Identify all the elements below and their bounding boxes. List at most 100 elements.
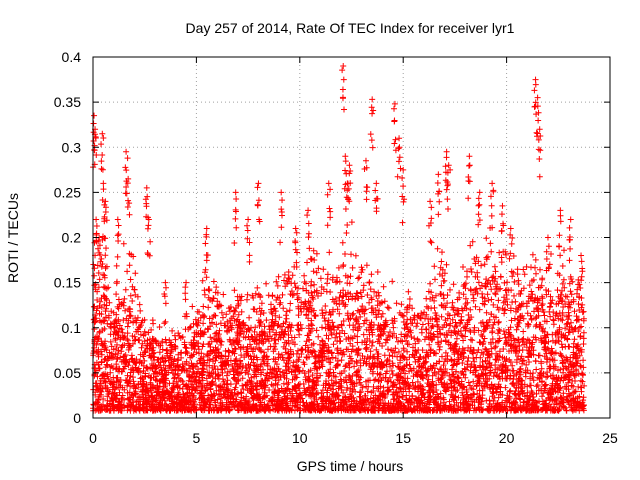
data-point	[391, 105, 398, 112]
data-point	[161, 293, 168, 300]
data-point	[475, 195, 482, 202]
data-point	[147, 238, 154, 245]
series-points	[90, 63, 586, 387]
x-tick-label: 25	[602, 430, 618, 446]
data-point	[428, 204, 435, 211]
data-point	[254, 184, 261, 191]
data-point	[256, 216, 263, 223]
data-point	[145, 222, 152, 229]
data-point	[340, 76, 347, 83]
data-point	[101, 218, 108, 225]
data-point	[94, 373, 101, 380]
data-point	[346, 198, 353, 205]
data-point	[278, 224, 285, 231]
data-point	[255, 180, 262, 187]
data-point	[400, 166, 407, 173]
data-point	[465, 174, 472, 181]
data-point	[566, 236, 573, 243]
data-point	[182, 313, 189, 320]
data-point	[445, 162, 452, 169]
data-point	[578, 258, 585, 265]
data-point	[567, 216, 574, 223]
data-point	[368, 137, 375, 144]
data-point	[124, 180, 131, 187]
y-tick-label: 0.4	[62, 49, 82, 65]
data-point	[475, 211, 482, 218]
data-point	[466, 162, 473, 169]
data-point	[231, 240, 238, 246]
data-point	[443, 186, 450, 193]
data-point	[537, 147, 544, 154]
data-point	[499, 202, 506, 209]
data-point	[346, 162, 353, 169]
data-point	[94, 333, 101, 340]
data-point	[535, 146, 542, 153]
data-point	[434, 179, 441, 186]
data-point	[397, 165, 404, 172]
data-point	[99, 130, 106, 137]
data-point	[532, 81, 539, 88]
data-point	[537, 132, 544, 139]
data-point	[435, 171, 442, 178]
data-point	[123, 167, 130, 174]
data-point	[500, 222, 507, 229]
data-point	[182, 284, 189, 291]
data-point	[144, 250, 151, 257]
data-point	[369, 96, 376, 103]
data-point	[566, 257, 573, 264]
data-point	[342, 167, 349, 174]
data-point	[443, 154, 450, 161]
data-point	[245, 216, 252, 223]
data-point	[244, 222, 251, 229]
data-point	[325, 180, 332, 187]
data-point	[98, 165, 105, 172]
data-point	[435, 190, 442, 197]
ticks-layer: 0 5 10 15 20 25 0 0.05 0.1 0.15 0.2 0.25 0.3 0.35 0.4	[54, 49, 618, 446]
data-point-cluster	[90, 219, 588, 414]
data-point	[123, 190, 130, 197]
data-point	[162, 279, 169, 286]
data-point	[306, 245, 313, 252]
data-point	[93, 151, 100, 158]
data-point	[96, 249, 103, 256]
data-point	[100, 186, 107, 193]
data-point	[233, 224, 240, 231]
data-point	[466, 178, 473, 185]
data-point	[399, 219, 406, 226]
y-tick-label: 0.2	[62, 230, 82, 246]
data-point	[123, 148, 130, 155]
points-layer	[90, 63, 588, 414]
data-point	[373, 180, 380, 187]
data-point	[543, 248, 550, 255]
data-point	[391, 100, 398, 107]
data-point	[465, 195, 472, 202]
data-point	[535, 109, 542, 116]
data-point	[292, 239, 299, 246]
data-point	[305, 220, 312, 227]
data-point	[341, 106, 348, 113]
data-point	[488, 212, 495, 219]
data-point	[579, 265, 586, 272]
data-point	[556, 243, 563, 250]
data-point	[124, 155, 131, 162]
data-point	[507, 225, 514, 232]
data-point	[444, 196, 451, 203]
data-point	[93, 222, 100, 229]
data-point	[364, 184, 371, 191]
data-point	[395, 158, 402, 165]
data-point	[373, 208, 380, 215]
y-axis-label: ROTI / TECUs	[5, 193, 21, 283]
data-point	[466, 153, 473, 160]
data-point	[535, 136, 542, 143]
data-point	[183, 279, 190, 286]
data-point	[346, 170, 353, 177]
x-tick-label: 15	[395, 430, 411, 446]
data-point	[557, 218, 564, 225]
data-point	[183, 310, 190, 317]
data-point	[292, 225, 299, 232]
data-point	[396, 144, 403, 151]
y-tick-label: 0.05	[54, 365, 81, 381]
data-point	[95, 245, 102, 252]
y-tick-label: 0.3	[62, 139, 82, 155]
